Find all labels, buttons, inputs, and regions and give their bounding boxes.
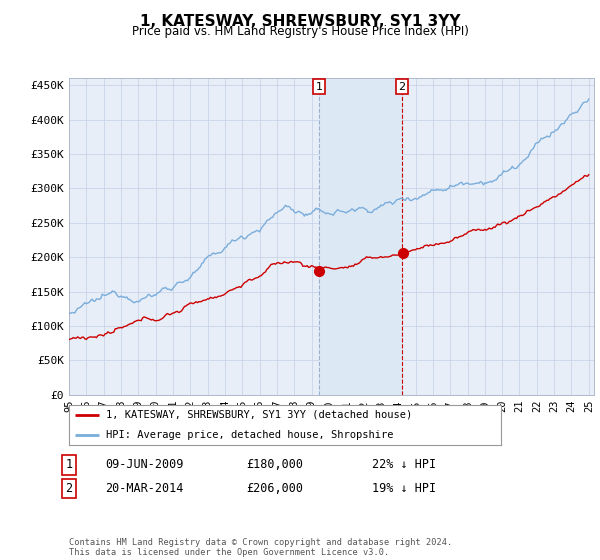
Text: 19% ↓ HPI: 19% ↓ HPI	[372, 482, 436, 495]
Text: 1, KATESWAY, SHREWSBURY, SY1 3YY (detached house): 1, KATESWAY, SHREWSBURY, SY1 3YY (detach…	[106, 410, 412, 420]
Text: 09-JUN-2009: 09-JUN-2009	[105, 458, 184, 472]
Text: 2: 2	[398, 82, 406, 92]
Text: Contains HM Land Registry data © Crown copyright and database right 2024.
This d: Contains HM Land Registry data © Crown c…	[69, 538, 452, 557]
Text: 1: 1	[316, 82, 323, 92]
Text: 22% ↓ HPI: 22% ↓ HPI	[372, 458, 436, 472]
Text: 2: 2	[65, 482, 73, 495]
Text: £206,000: £206,000	[246, 482, 303, 495]
Text: 1: 1	[65, 458, 73, 472]
Text: 1, KATESWAY, SHREWSBURY, SY1 3YY: 1, KATESWAY, SHREWSBURY, SY1 3YY	[140, 14, 460, 29]
Bar	[319, 78, 402, 395]
Text: HPI: Average price, detached house, Shropshire: HPI: Average price, detached house, Shro…	[106, 430, 393, 440]
Text: 20-MAR-2014: 20-MAR-2014	[105, 482, 184, 495]
Text: £180,000: £180,000	[246, 458, 303, 472]
Text: Price paid vs. HM Land Registry's House Price Index (HPI): Price paid vs. HM Land Registry's House …	[131, 25, 469, 38]
